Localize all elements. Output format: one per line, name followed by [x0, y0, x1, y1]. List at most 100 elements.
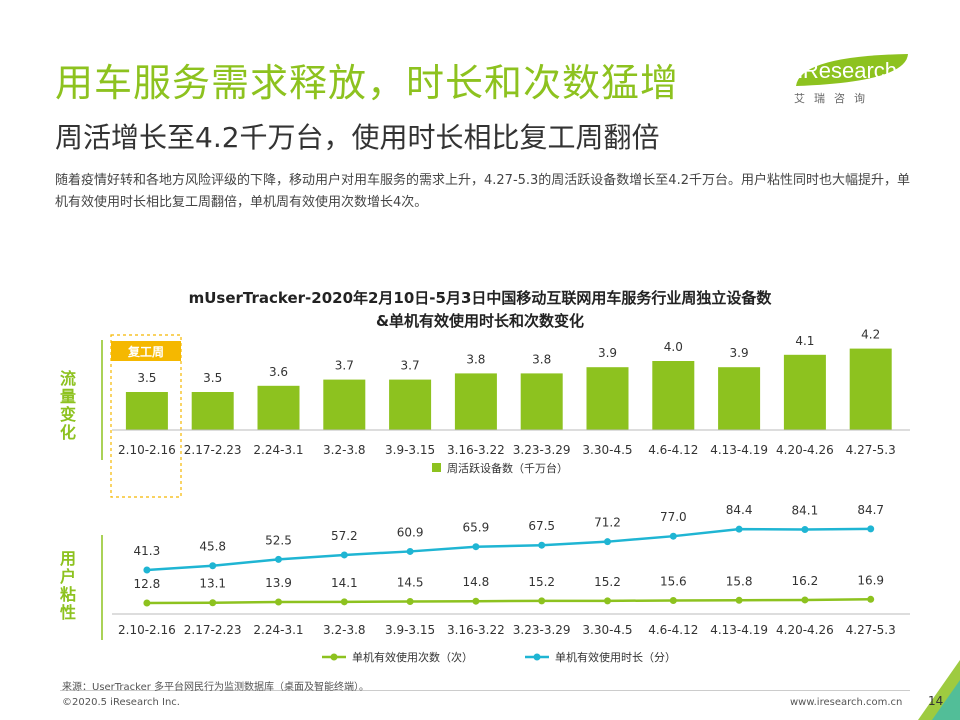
x-tick-label: 2.17-2.23 — [184, 443, 242, 457]
legend-label: 周活跃设备数（千万台） — [447, 461, 568, 475]
point-value-label: 14.5 — [397, 575, 424, 589]
line-point — [472, 543, 480, 551]
bar — [191, 392, 234, 430]
bar — [257, 385, 300, 430]
point-value-label: 71.2 — [594, 516, 621, 530]
point-value-label: 13.1 — [199, 577, 226, 591]
point-value-label: 15.6 — [660, 574, 687, 588]
x-tick-label: 4.27-5.3 — [846, 443, 896, 457]
point-value-label: 16.2 — [792, 574, 819, 588]
line-point — [538, 541, 546, 549]
bar-value-label: 4.1 — [795, 334, 814, 348]
line-point — [735, 596, 743, 604]
point-value-label: 15.2 — [594, 575, 621, 589]
bar-value-label: 3.7 — [335, 359, 354, 373]
corner-decoration-icon — [918, 660, 960, 720]
line-point — [209, 562, 217, 570]
bar — [586, 367, 629, 430]
line-point — [406, 597, 414, 605]
x-tick-label: 4.20-4.26 — [776, 443, 834, 457]
line-point — [472, 597, 480, 605]
bar-value-label: 3.9 — [730, 346, 749, 360]
line-point — [340, 598, 348, 606]
point-value-label: 15.8 — [726, 574, 753, 588]
bar-value-label: 3.6 — [269, 365, 288, 379]
line-point — [867, 595, 875, 603]
legend-marker — [533, 653, 541, 661]
bar-value-label: 3.7 — [401, 359, 420, 373]
bar — [323, 379, 366, 430]
bar-value-label: 3.8 — [466, 352, 485, 366]
point-value-label: 77.0 — [660, 510, 687, 524]
bar — [849, 348, 892, 430]
point-value-label: 12.8 — [134, 577, 161, 591]
legend-swatch — [432, 463, 441, 472]
logo-leaf-icon — [796, 54, 908, 86]
panel-label-stickiness: 粘 — [60, 585, 76, 604]
x-tick-label: 4.13-4.19 — [710, 443, 768, 457]
point-value-label: 13.9 — [265, 576, 292, 590]
line-point — [801, 596, 809, 604]
line-point — [604, 538, 611, 546]
bar — [125, 392, 168, 430]
point-value-label: 52.5 — [265, 533, 292, 547]
duration-line — [146, 527, 871, 572]
legend-label: 单机有效使用时长（分） — [555, 650, 676, 664]
point-value-label: 84.1 — [792, 503, 819, 517]
bar-value-label: 4.2 — [861, 328, 880, 342]
source-note: 来源：UserTracker 多平台网民行为监测数据库（桌面及智能终端）。 — [62, 682, 370, 693]
x-tick-label: 2.10-2.16 — [118, 443, 176, 457]
line-point — [143, 566, 151, 574]
x-tick-label: 3.2-3.8 — [323, 623, 366, 637]
bar-value-label: 4.0 — [664, 340, 683, 354]
bar-value-label: 3.9 — [598, 346, 617, 360]
x-tick-label: 3.30-4.5 — [582, 443, 632, 457]
legend-marker — [330, 653, 338, 661]
website-text: www.iresearch.com.cn — [790, 697, 903, 708]
bar — [718, 367, 761, 430]
bar — [454, 373, 497, 430]
x-tick-label: 2.10-2.16 — [118, 623, 176, 637]
bar — [652, 361, 695, 430]
point-value-label: 15.2 — [528, 575, 555, 589]
line-point — [735, 525, 743, 533]
iresearch-logo: iResearch 艾瑞咨询 — [790, 48, 915, 110]
point-value-label: 84.4 — [726, 503, 753, 517]
line-point — [867, 525, 875, 533]
chart-title-line2: &单机有效使用时长和次数变化 — [375, 312, 585, 330]
panel-label-traffic: 化 — [60, 423, 76, 442]
chart-title-line1: mUserTracker-2020年2月10日-5月3日中国移动互联网用车服务行… — [188, 289, 772, 307]
point-value-label: 84.7 — [857, 503, 884, 517]
x-tick-label: 4.20-4.26 — [776, 623, 834, 637]
x-tick-label: 3.9-3.15 — [385, 443, 435, 457]
line-point — [143, 599, 151, 607]
x-tick-label: 3.2-3.8 — [323, 443, 366, 457]
x-tick-label: 2.17-2.23 — [184, 623, 242, 637]
line-point — [406, 547, 414, 555]
highlight-label-bg — [111, 341, 181, 361]
x-tick-label: 3.23-3.29 — [513, 623, 571, 637]
x-tick-label: 3.16-3.22 — [447, 443, 505, 457]
point-value-label: 60.9 — [397, 525, 424, 539]
panel-label-traffic: 变 — [60, 405, 76, 424]
logo-text: iResearch — [798, 58, 898, 83]
footer-divider — [60, 690, 910, 691]
x-tick-label: 2.24-3.1 — [253, 623, 303, 637]
highlight-label: 复工周 — [127, 344, 164, 359]
x-tick-label: 3.16-3.22 — [447, 623, 505, 637]
line-point — [604, 597, 611, 605]
point-value-label: 45.8 — [199, 540, 226, 554]
x-tick-label: 2.24-3.1 — [253, 443, 303, 457]
panel-label-traffic: 流 — [60, 369, 76, 388]
bar-value-label: 3.8 — [532, 352, 551, 366]
bar-value-label: 3.5 — [203, 371, 222, 385]
x-tick-label: 4.6-4.12 — [648, 443, 698, 457]
panel-label-traffic: 量 — [60, 387, 76, 406]
x-tick-label: 4.13-4.19 — [710, 623, 768, 637]
bar — [783, 354, 826, 430]
x-tick-label: 4.27-5.3 — [846, 623, 896, 637]
line-point — [669, 532, 677, 540]
line-point — [538, 597, 546, 605]
point-value-label: 67.5 — [528, 519, 555, 533]
line-point — [801, 525, 809, 533]
